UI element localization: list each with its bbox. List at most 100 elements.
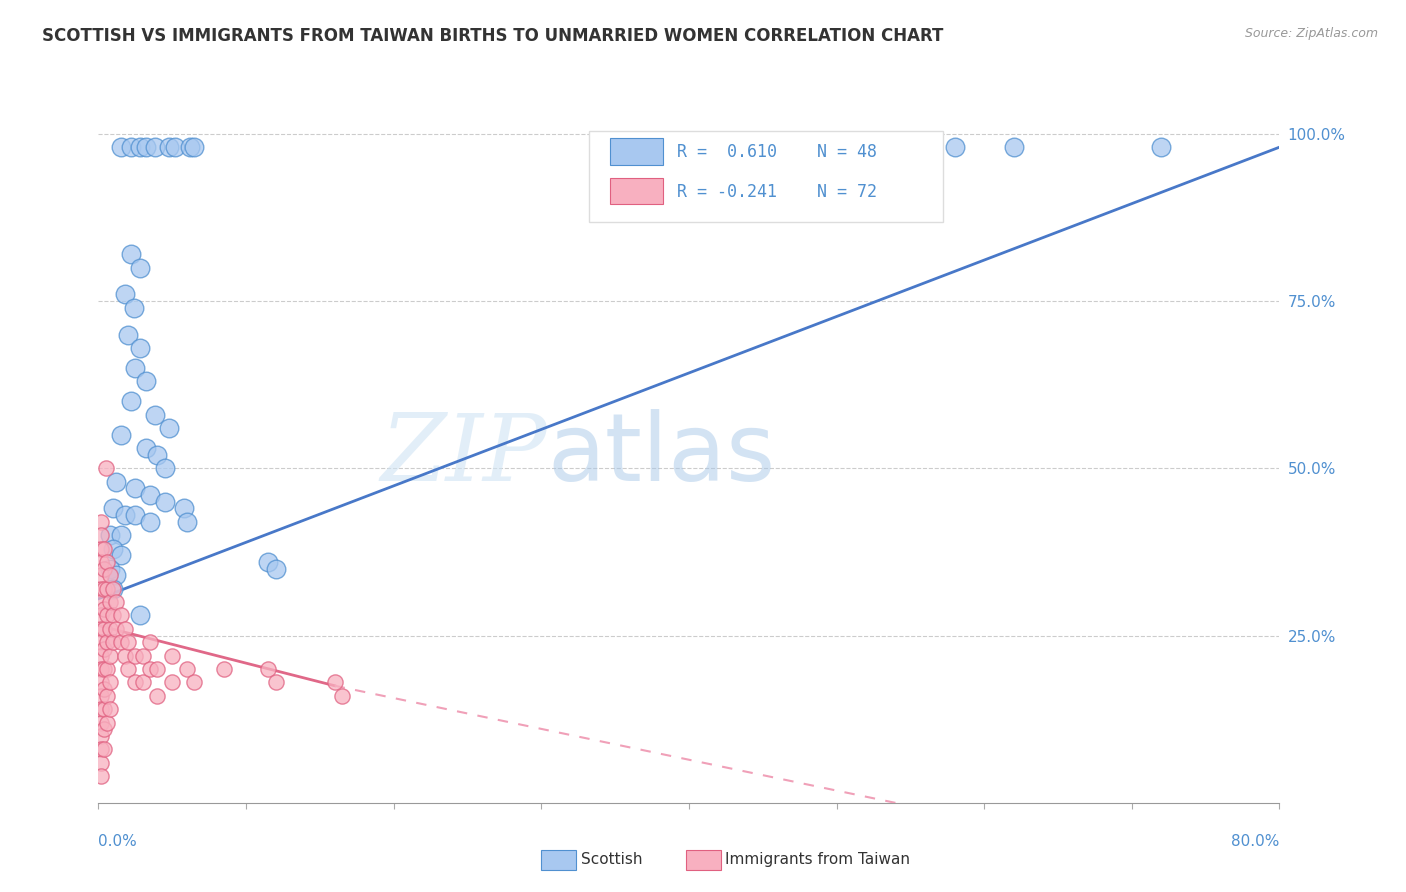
Point bbox=[93, 681, 115, 696]
Point bbox=[98, 648, 121, 663]
Point bbox=[128, 341, 150, 355]
Point bbox=[139, 662, 162, 676]
Text: R = -0.241    N = 72: R = -0.241 N = 72 bbox=[678, 183, 877, 201]
Point bbox=[110, 428, 132, 442]
Point bbox=[323, 675, 346, 690]
Point bbox=[93, 602, 115, 616]
Point bbox=[98, 562, 121, 576]
Point bbox=[98, 595, 121, 609]
Point bbox=[264, 675, 287, 690]
Point bbox=[105, 475, 128, 489]
Point bbox=[124, 648, 146, 663]
Point bbox=[132, 675, 155, 690]
Point bbox=[105, 622, 128, 636]
Point bbox=[257, 662, 280, 676]
Point bbox=[90, 662, 112, 676]
Point bbox=[98, 702, 121, 716]
Text: Source: ZipAtlas.com: Source: ZipAtlas.com bbox=[1244, 27, 1378, 40]
Point bbox=[93, 562, 115, 576]
Point bbox=[165, 140, 187, 154]
Point bbox=[1150, 140, 1173, 154]
Point bbox=[90, 528, 112, 542]
Point bbox=[135, 442, 157, 456]
Point bbox=[264, 562, 287, 576]
Point bbox=[103, 608, 125, 623]
Point bbox=[96, 555, 118, 569]
FancyBboxPatch shape bbox=[589, 131, 943, 222]
Point bbox=[93, 642, 115, 657]
Point bbox=[153, 461, 176, 475]
Point bbox=[93, 702, 115, 716]
Point bbox=[162, 648, 183, 663]
Text: 0.0%: 0.0% bbox=[98, 834, 138, 849]
Point bbox=[157, 421, 180, 435]
FancyBboxPatch shape bbox=[610, 138, 664, 165]
Point bbox=[98, 675, 121, 690]
Point bbox=[330, 689, 353, 703]
Point bbox=[943, 140, 966, 154]
Point bbox=[96, 689, 118, 703]
Point bbox=[173, 501, 195, 516]
Point bbox=[93, 742, 115, 756]
Point bbox=[93, 541, 115, 556]
Point bbox=[110, 528, 132, 542]
Text: 80.0%: 80.0% bbox=[1232, 834, 1279, 849]
Point bbox=[90, 648, 112, 663]
Point bbox=[146, 448, 169, 462]
Point bbox=[90, 622, 112, 636]
Point bbox=[183, 140, 205, 154]
Point bbox=[157, 140, 180, 154]
Point bbox=[103, 582, 125, 596]
Text: SCOTTISH VS IMMIGRANTS FROM TAIWAN BIRTHS TO UNMARRIED WOMEN CORRELATION CHART: SCOTTISH VS IMMIGRANTS FROM TAIWAN BIRTH… bbox=[42, 27, 943, 45]
Point bbox=[105, 568, 128, 582]
Point bbox=[139, 635, 162, 649]
Point bbox=[110, 548, 132, 563]
FancyBboxPatch shape bbox=[610, 178, 664, 204]
Point bbox=[96, 715, 118, 730]
Point bbox=[94, 461, 117, 475]
Point bbox=[96, 635, 118, 649]
Point bbox=[122, 301, 145, 315]
Text: atlas: atlas bbox=[547, 409, 776, 501]
Point bbox=[117, 635, 139, 649]
Point bbox=[146, 689, 169, 703]
Point bbox=[139, 488, 162, 502]
Point bbox=[212, 662, 235, 676]
Point bbox=[90, 582, 112, 596]
Text: R =  0.610    N = 48: R = 0.610 N = 48 bbox=[678, 144, 877, 161]
Point bbox=[103, 541, 125, 556]
Point bbox=[114, 508, 136, 523]
Point bbox=[90, 756, 112, 770]
Point bbox=[128, 608, 150, 623]
Point bbox=[103, 582, 125, 596]
Point bbox=[114, 622, 136, 636]
Point bbox=[124, 675, 146, 690]
Point bbox=[90, 769, 112, 783]
Point bbox=[153, 494, 176, 508]
Point bbox=[146, 662, 169, 676]
Text: ZIP: ZIP bbox=[381, 410, 547, 500]
Point bbox=[90, 555, 112, 569]
Text: Immigrants from Taiwan: Immigrants from Taiwan bbox=[725, 853, 911, 867]
Point bbox=[139, 515, 162, 529]
Point bbox=[93, 662, 115, 676]
Point bbox=[98, 568, 121, 582]
Point bbox=[93, 723, 115, 737]
Point bbox=[124, 482, 146, 496]
Point bbox=[128, 140, 150, 154]
Point bbox=[120, 394, 142, 409]
Text: Scottish: Scottish bbox=[581, 853, 643, 867]
Point bbox=[90, 541, 112, 556]
Point bbox=[90, 729, 112, 743]
Point bbox=[90, 715, 112, 730]
Point bbox=[90, 689, 112, 703]
Point bbox=[179, 140, 201, 154]
Point bbox=[114, 287, 136, 301]
Point bbox=[90, 702, 112, 716]
Point bbox=[90, 742, 112, 756]
Point bbox=[93, 622, 115, 636]
Point bbox=[105, 595, 128, 609]
Point bbox=[707, 140, 730, 154]
Point bbox=[110, 635, 132, 649]
Point bbox=[98, 622, 121, 636]
